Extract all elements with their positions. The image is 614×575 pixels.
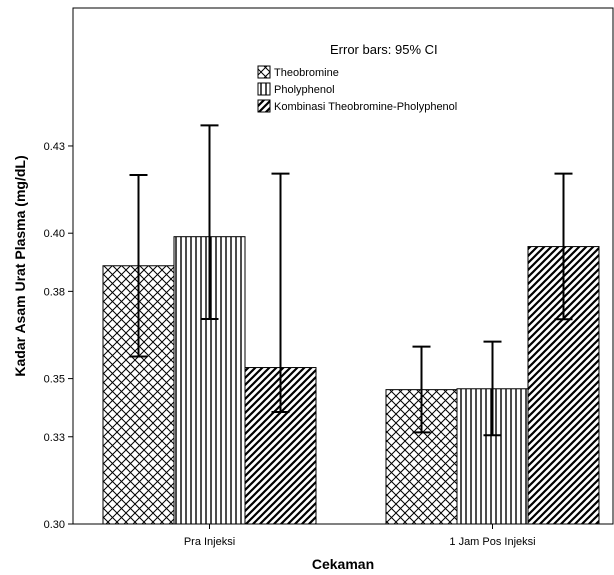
legend-item-vertical: Pholyphenol — [257, 82, 335, 96]
y-tick-label: 0.43 — [44, 141, 65, 153]
legend: Theobromine Pholyphenol Kombinasi Theobrom… — [257, 65, 457, 113]
legend-label: Kombinasi Theobromine-Pholyphenol — [274, 101, 457, 113]
error-bar-vertical-0 — [200, 124, 219, 320]
x-tick-label: Pra Injeksi — [184, 536, 235, 548]
x-tick-label: 1 Jam Pos Injeksi — [449, 536, 535, 548]
y-tick-label: 0.40 — [44, 228, 65, 240]
bar-crosshatch-0 — [102, 265, 175, 525]
legend-swatch — [257, 65, 271, 79]
annotation-error-bars: Error bars: 95% CI — [330, 42, 438, 57]
error-bar-crosshatch-0 — [129, 174, 148, 358]
y-tick-label: 0.30 — [44, 519, 65, 531]
legend-swatch — [257, 82, 271, 96]
x-axis: Pra Injeksi 1 Jam Pos Injeksi — [184, 524, 536, 548]
error-bar-vertical-1 — [483, 340, 502, 437]
error-bar-diagonal-1 — [554, 172, 573, 321]
plot-frame — [72, 7, 614, 525]
y-tick-label: 0.38 — [44, 286, 65, 298]
legend-label: Theobromine — [274, 67, 339, 79]
y-tick-label: 0.33 — [44, 432, 65, 444]
y-tick-label: 0.35 — [44, 374, 65, 386]
error-bar-crosshatch-1 — [412, 345, 431, 434]
legend-swatch — [257, 99, 271, 113]
y-axis: 0.30 0.33 0.35 0.38 0.40 0.43 — [44, 141, 73, 531]
legend-item-crosshatch: Theobromine — [257, 65, 339, 79]
x-axis-title: Cekaman — [312, 556, 374, 572]
error-bars — [129, 124, 573, 437]
error-bar-diagonal-0 — [271, 172, 290, 414]
legend-label: Pholyphenol — [274, 84, 335, 96]
legend-item-diagonal: Kombinasi Theobromine-Pholyphenol — [257, 99, 457, 113]
y-axis-title: Kadar Asam Urat Plasma (mg/dL) — [12, 155, 28, 376]
bars — [102, 236, 600, 525]
